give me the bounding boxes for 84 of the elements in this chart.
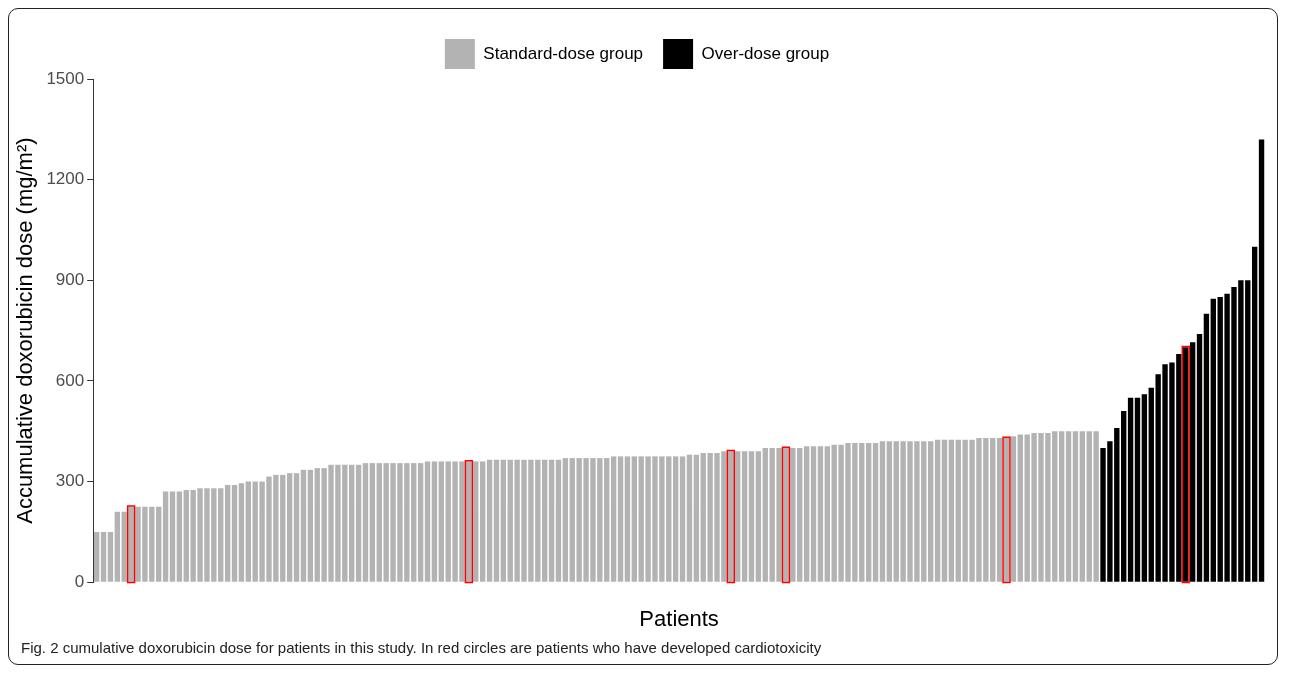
bar [617, 456, 624, 582]
bar [1141, 394, 1148, 582]
bar [238, 483, 245, 582]
bar [810, 446, 817, 582]
bar [610, 456, 617, 582]
y-tick-label: 300 [55, 471, 85, 491]
bar [176, 491, 183, 582]
bar [486, 459, 493, 582]
bar [500, 459, 507, 582]
bar [693, 454, 700, 582]
bar [431, 461, 438, 582]
bar [879, 441, 886, 582]
bar [555, 459, 562, 582]
bar [948, 439, 955, 582]
bar [1010, 436, 1017, 582]
bar [817, 446, 824, 582]
bar [156, 506, 162, 582]
bar [300, 469, 307, 582]
bar [996, 437, 1003, 582]
bar [1017, 434, 1023, 582]
bar [169, 491, 176, 582]
bar [355, 464, 362, 582]
bar [624, 456, 631, 582]
bar [824, 446, 830, 582]
bar [1189, 342, 1196, 582]
bar [100, 531, 107, 582]
bar [631, 456, 637, 582]
bar [369, 463, 376, 582]
bar [293, 473, 300, 582]
bar [93, 531, 100, 582]
bar [349, 464, 355, 582]
bar [672, 456, 679, 582]
bar [286, 473, 293, 582]
legend-label: Over-dose group [701, 43, 830, 63]
bar [231, 484, 238, 582]
y-tick-label: 900 [55, 269, 85, 289]
bar [735, 451, 741, 582]
bar [679, 456, 686, 582]
x-axis-title: Patients [639, 605, 719, 631]
bar [928, 441, 934, 582]
bar [307, 469, 314, 582]
bar [548, 459, 555, 582]
bar [755, 451, 762, 582]
bar [1210, 298, 1216, 582]
bar [1127, 397, 1134, 582]
bar [493, 459, 500, 582]
bar [872, 442, 879, 582]
bar [114, 511, 121, 582]
y-tick-label: 1200 [46, 169, 85, 189]
bar [1134, 397, 1141, 582]
bar [934, 439, 941, 582]
bar [424, 461, 431, 582]
bar [562, 458, 569, 582]
bar [686, 454, 693, 582]
legend-label: Standard-dose group [483, 43, 644, 63]
bar [1079, 431, 1086, 582]
y-axis-title: Accumulative doxorubicin dose (mg/m²) [12, 137, 38, 524]
bar [224, 484, 231, 582]
caption: Fig. 2 cumulative doxorubicin dose for patients in this study. In red circles are patients who have developed cardiotoxicity [20, 638, 823, 658]
bar [886, 441, 893, 582]
bar [741, 451, 748, 582]
bar [1058, 431, 1065, 582]
bar [542, 459, 548, 582]
bar [362, 463, 369, 582]
bar [438, 461, 444, 582]
bar [479, 461, 486, 582]
bar [1251, 246, 1258, 582]
y-tick-label: 600 [55, 370, 85, 390]
bar [1121, 411, 1127, 582]
bar [245, 481, 251, 582]
bar [1065, 431, 1072, 582]
bar [1196, 333, 1203, 582]
bar [162, 491, 169, 582]
bar [1072, 431, 1079, 582]
bar [865, 442, 872, 582]
bar [1258, 139, 1265, 582]
bar [803, 446, 810, 582]
y-tick-label: 1500 [46, 68, 85, 88]
bar [941, 439, 948, 582]
bar [1203, 313, 1210, 582]
bar [417, 463, 424, 582]
bar [748, 451, 755, 582]
y-tick-label: 0 [74, 571, 85, 591]
bar [107, 531, 114, 582]
